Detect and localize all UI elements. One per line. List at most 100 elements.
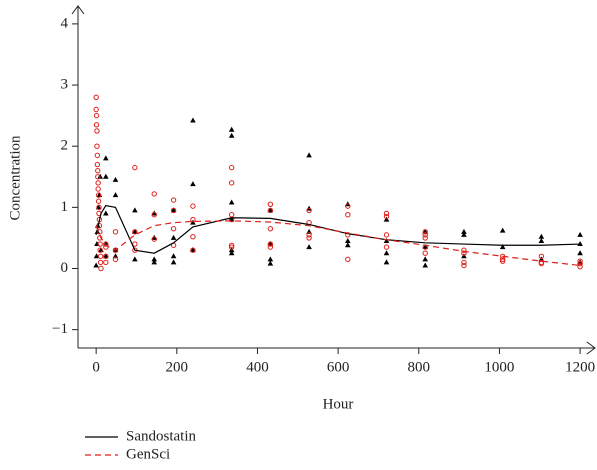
point: [95, 174, 101, 180]
point: [94, 143, 100, 149]
point: [422, 256, 429, 262]
point: [98, 265, 104, 272]
point: [190, 247, 196, 253]
point: [95, 186, 101, 192]
x-axis-label: Hour: [323, 396, 354, 412]
point: [383, 210, 390, 217]
point: [538, 233, 545, 239]
point: [499, 258, 506, 264]
point: [538, 237, 545, 243]
point: [422, 235, 428, 241]
point: [345, 211, 351, 218]
point: [103, 253, 109, 259]
point: [103, 173, 109, 179]
point: [577, 258, 583, 264]
point: [112, 247, 119, 253]
point: [151, 259, 158, 265]
point: [96, 222, 103, 229]
point: [151, 256, 158, 262]
point: [383, 237, 390, 243]
point: [306, 232, 312, 238]
point: [93, 262, 99, 268]
point: [383, 250, 390, 256]
point: [132, 256, 138, 262]
point: [267, 207, 274, 213]
point: [190, 203, 196, 209]
legend-label: Sandostatin: [126, 428, 196, 444]
x-tick-label: 800: [408, 359, 431, 375]
x-tick-label: 600: [327, 359, 350, 375]
point: [151, 191, 157, 197]
point: [538, 260, 545, 267]
y-tick-label: 3: [61, 76, 69, 92]
point: [95, 192, 102, 198]
point: [97, 229, 103, 235]
point: [267, 260, 274, 266]
point: [345, 203, 351, 209]
point: [170, 207, 177, 214]
point: [267, 241, 274, 247]
point: [97, 259, 104, 266]
point: [499, 244, 506, 250]
point: [190, 117, 196, 123]
point: [345, 242, 351, 248]
point: [267, 201, 274, 207]
y-tick-label: 4: [61, 15, 69, 31]
point: [383, 213, 390, 220]
fit-curve: [95, 204, 581, 254]
point: [461, 247, 467, 253]
point: [132, 228, 138, 234]
point: [461, 259, 467, 266]
fit-curve: [95, 220, 581, 267]
point: [228, 242, 235, 248]
point: [103, 253, 109, 259]
point: [228, 132, 235, 138]
point: [383, 232, 390, 238]
point: [97, 253, 104, 259]
point: [103, 210, 109, 216]
point: [577, 250, 583, 256]
point: [538, 253, 545, 259]
point: [267, 207, 274, 214]
point: [190, 247, 196, 253]
point: [112, 256, 119, 263]
point: [103, 241, 109, 247]
point: [345, 256, 351, 263]
point: [151, 236, 157, 242]
axes: [71, 5, 596, 355]
point: [461, 228, 467, 234]
x-tick-label: 1200: [565, 359, 595, 375]
point: [170, 253, 177, 259]
point: [228, 126, 235, 132]
point: [93, 253, 100, 259]
point: [345, 237, 351, 243]
x-axis-arrow: [586, 341, 596, 355]
point: [306, 244, 312, 250]
point: [112, 229, 119, 235]
point: [422, 232, 428, 238]
point: [267, 226, 274, 232]
point: [306, 207, 312, 214]
point: [93, 106, 99, 113]
point: [306, 152, 312, 158]
point: [228, 250, 235, 256]
point: [577, 241, 583, 247]
point: [170, 226, 177, 232]
point: [383, 259, 390, 265]
x-tick-label: 1000: [484, 359, 514, 375]
point: [577, 231, 583, 237]
point: [383, 244, 390, 250]
point: [228, 244, 235, 250]
point: [95, 167, 101, 174]
y-axis-label: Concentration: [7, 135, 23, 220]
point: [577, 260, 583, 267]
point: [170, 259, 177, 265]
x-tick-label: 400: [246, 359, 269, 375]
point: [190, 234, 196, 240]
point: [103, 155, 109, 161]
point: [93, 94, 99, 100]
point: [306, 235, 312, 241]
y-tick-label: 1: [61, 199, 69, 215]
